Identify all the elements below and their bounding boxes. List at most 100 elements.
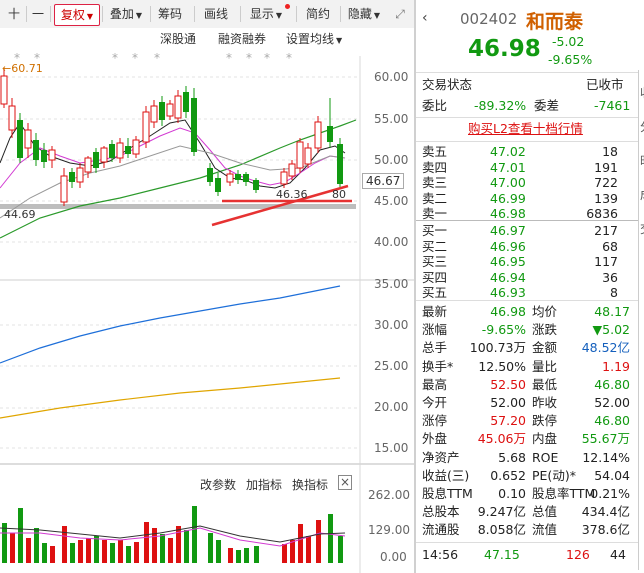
stat-label: 最新 bbox=[422, 304, 448, 319]
toolbar-divider bbox=[26, 6, 27, 22]
stat-label: 外盘 bbox=[422, 431, 448, 447]
expand-icon[interactable]: ⤢ bbox=[395, 7, 405, 21]
ma-settings-link[interactable]: 设置均线 ▼ bbox=[286, 30, 342, 47]
cross-price-label: 46.36 bbox=[276, 188, 308, 201]
stat-value: ▼5.02 bbox=[592, 322, 630, 338]
stat-value: -9.65% bbox=[481, 322, 526, 338]
display-button[interactable]: 显示 ▼ bbox=[246, 4, 290, 24]
draw-line-button[interactable]: 画线 bbox=[203, 7, 228, 21]
toolbar-divider bbox=[194, 6, 195, 22]
stat-label: 收益(三) bbox=[422, 467, 470, 483]
stat-value: 8.058亿 bbox=[477, 522, 526, 538]
svg-text:*: * bbox=[264, 51, 270, 65]
stat-label: 股息TTM bbox=[422, 486, 473, 501]
fuquan-dropdown[interactable]: 复权 ▼ bbox=[54, 4, 100, 26]
side-tab-strip bbox=[638, 70, 644, 570]
stat-label: 跌停 bbox=[532, 413, 558, 429]
stat-value: 52.50 bbox=[490, 376, 526, 392]
close-icon[interactable]: × bbox=[338, 475, 352, 490]
change-params-button[interactable]: 改参数 bbox=[200, 478, 237, 492]
svg-text:*: * bbox=[112, 51, 118, 65]
chip-button[interactable]: 筹码 bbox=[157, 7, 182, 21]
stat-value: 9.247亿 bbox=[477, 504, 526, 520]
stat-value: 52.00 bbox=[594, 395, 630, 410]
margin-trading-link[interactable]: 融资融券 bbox=[218, 32, 267, 46]
simple-mode-button[interactable]: 简约 bbox=[305, 7, 330, 21]
side-tab[interactable]: 交 bbox=[640, 220, 644, 237]
last-price: 46.98 bbox=[468, 36, 541, 62]
dropdown-arrow-icon: ▼ bbox=[336, 36, 343, 45]
buy-level-label: 买一 bbox=[422, 223, 448, 238]
stat-value: 55.67万 bbox=[581, 431, 630, 447]
stat-value: 45.06万 bbox=[477, 431, 526, 447]
y-axis-label: 15.00 bbox=[374, 441, 409, 455]
sell-level-price: 46.99 bbox=[490, 190, 526, 206]
stat-value: 46.80 bbox=[594, 376, 630, 392]
stat-label: 均价 bbox=[532, 304, 558, 319]
buy-l2-link[interactable]: 购买L2查看十档行情 bbox=[468, 121, 583, 136]
y-axis-label: 55.00 bbox=[374, 112, 409, 126]
kline-chart[interactable]: * * * * * * * * * bbox=[0, 28, 414, 573]
side-tab[interactable]: 分 bbox=[640, 118, 644, 135]
hk-connect-link[interactable]: 深股通 bbox=[160, 32, 197, 46]
price-band bbox=[0, 204, 356, 209]
stat-label: 总手 bbox=[422, 340, 448, 356]
stat-label: 流值 bbox=[532, 522, 558, 538]
toolbar-divider bbox=[50, 6, 51, 22]
divider bbox=[416, 141, 638, 142]
svg-text:*: * bbox=[14, 51, 20, 65]
stat-label: 内盘 bbox=[532, 431, 558, 447]
y-axis-label: 45.00 bbox=[374, 194, 409, 208]
toolbar-divider bbox=[296, 6, 297, 22]
volume-axis-label: 129.00 bbox=[368, 523, 410, 537]
side-tab[interactable]: 成 bbox=[640, 186, 644, 203]
high-price-marker: ←60.71 bbox=[2, 62, 43, 75]
stat-value: 48.17 bbox=[594, 304, 630, 319]
stat-label: 流通股 bbox=[422, 522, 460, 538]
y-axis-label: 20.00 bbox=[374, 400, 409, 414]
weibi-value: -89.32% bbox=[474, 98, 527, 113]
y-axis-label: 60.00 bbox=[374, 70, 409, 84]
stat-label: 最高 bbox=[422, 376, 448, 392]
stat-label: 净资产 bbox=[422, 449, 460, 465]
stat-label: 涨停 bbox=[422, 413, 448, 429]
tick-volume: 126 bbox=[566, 547, 590, 562]
side-tab[interactable]: 收 bbox=[640, 84, 644, 101]
buy-level-volume: 8 bbox=[610, 285, 618, 300]
toolbar-divider bbox=[340, 6, 341, 22]
stat-value: 48.52亿 bbox=[581, 340, 630, 356]
divider bbox=[416, 72, 638, 73]
tick-count: 44 bbox=[610, 547, 626, 562]
stat-value: 12.50% bbox=[478, 358, 526, 374]
back-arrow-icon[interactable]: ‹ bbox=[422, 10, 428, 26]
stat-value: 52.00 bbox=[490, 395, 526, 410]
divider bbox=[416, 300, 638, 301]
stat-label: 金额 bbox=[532, 340, 558, 356]
y-axis-label: 30.00 bbox=[374, 318, 409, 332]
tick-time: 14:56 bbox=[422, 547, 459, 562]
side-tab[interactable]: 时 bbox=[640, 152, 644, 169]
overlay-dropdown[interactable]: 叠加 ▼ bbox=[106, 4, 146, 24]
y-axis-label: 25.00 bbox=[374, 359, 409, 373]
buy-level-price: 46.95 bbox=[490, 254, 526, 269]
stat-value: 46.98 bbox=[490, 304, 526, 319]
minus-button[interactable]: 一 bbox=[31, 7, 44, 21]
sell-level-label: 卖五 bbox=[422, 144, 448, 159]
stat-label: 涨跌 bbox=[532, 322, 558, 338]
panel-splitter[interactable] bbox=[414, 0, 416, 573]
crosshair-button[interactable]: 十 bbox=[7, 7, 20, 21]
buy-level-label: 买三 bbox=[422, 254, 448, 269]
sell-level-label: 卖一 bbox=[422, 206, 448, 221]
switch-indicator-button[interactable]: 换指标 bbox=[292, 478, 329, 492]
volume-ma-line-2 bbox=[0, 525, 346, 543]
buy-level-volume: 117 bbox=[594, 254, 618, 269]
cross-price-label-2: 80 bbox=[332, 188, 346, 201]
add-indicator-button[interactable]: 加指标 bbox=[246, 478, 283, 492]
overlay-label: 叠加 bbox=[109, 7, 134, 21]
buy-level-price: 46.97 bbox=[490, 223, 526, 238]
stat-value: 0.652 bbox=[490, 467, 526, 483]
price-change-pct: -9.65% bbox=[548, 52, 593, 67]
sell-level-price: 47.02 bbox=[490, 144, 526, 159]
hide-button[interactable]: 隐藏 ▼ bbox=[344, 4, 384, 24]
sell-level-price: 47.00 bbox=[490, 175, 526, 190]
